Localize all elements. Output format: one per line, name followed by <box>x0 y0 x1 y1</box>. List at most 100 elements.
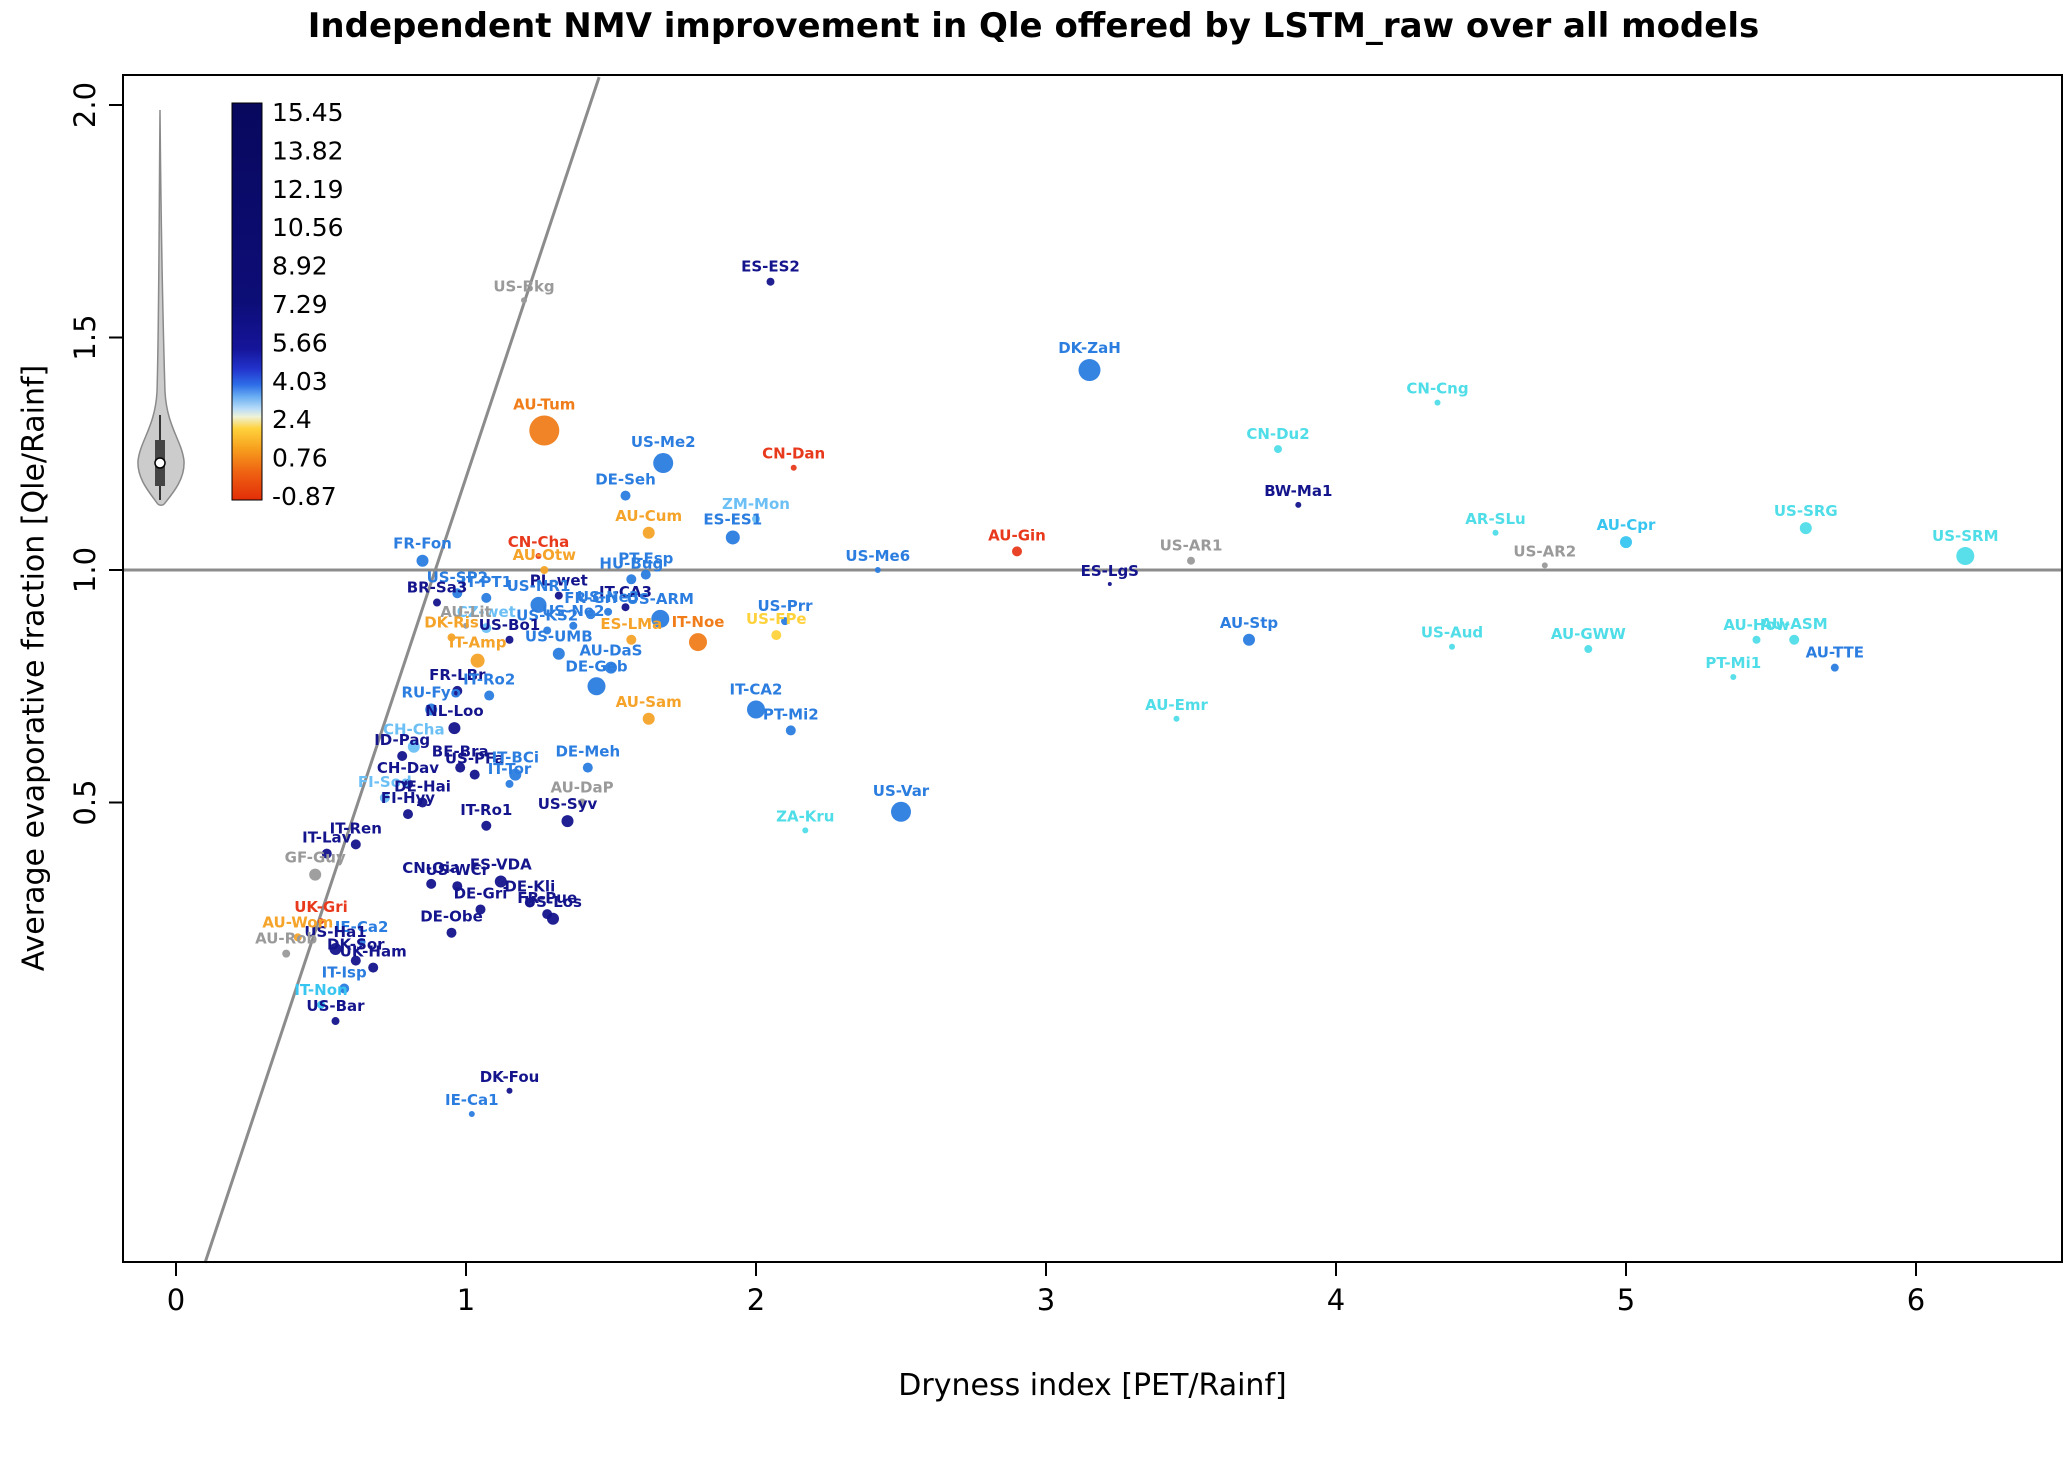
data-point <box>752 514 760 523</box>
point-label: IT-Lav <box>302 829 352 847</box>
point-label: ZA-Kru <box>776 807 834 825</box>
point-label: AU-Sam <box>616 693 682 711</box>
chart-title: Independent NMV improvement in Qle offer… <box>307 6 1760 46</box>
data-point <box>1492 529 1499 536</box>
point-label: US-SRG <box>1774 502 1838 520</box>
point-label: UK-Gri <box>294 898 348 916</box>
data-point <box>771 630 782 641</box>
data-point <box>891 801 911 822</box>
data-point <box>455 762 466 773</box>
data-point <box>1620 536 1632 549</box>
data-point <box>1434 399 1441 406</box>
data-point <box>689 633 707 652</box>
point-label: FI-Sod <box>358 773 412 791</box>
point-label: AU-Wom <box>262 913 333 931</box>
point-label: CH-Dav <box>377 759 439 777</box>
data-point <box>524 897 535 908</box>
data-point <box>621 603 630 612</box>
x-tick-label: 6 <box>1907 1283 1925 1317</box>
point-label: US-Bkg <box>493 277 554 295</box>
data-point <box>521 297 527 304</box>
x-axis-title: Dryness index [PET/Rainf] <box>898 1368 1287 1403</box>
data-point <box>1830 663 1839 672</box>
data-point <box>1584 645 1593 654</box>
data-point <box>506 1087 513 1094</box>
colorbar-tick-label: 0.76 <box>272 444 328 473</box>
data-point <box>1752 635 1761 644</box>
point-label: FR-Pue <box>517 889 577 907</box>
point-label: CN-Du2 <box>1246 425 1309 443</box>
colorbar-tick-label: 15.45 <box>272 98 344 127</box>
point-label: ES-ES2 <box>741 258 800 276</box>
point-label: AU-DaP <box>550 779 613 797</box>
point-label: AU-Tum <box>513 396 575 414</box>
data-point <box>397 751 408 761</box>
data-point <box>481 623 492 634</box>
data-point <box>1789 634 1800 645</box>
data-point <box>416 554 429 567</box>
point-label: AU-Cum <box>615 507 682 525</box>
point-label: FR-Fon <box>393 535 452 553</box>
point-label: US-Bo1 <box>479 616 540 634</box>
y-tick-label: 2.0 <box>68 82 102 128</box>
data-point <box>802 827 809 834</box>
data-point <box>317 1000 325 1009</box>
point-label: US-ARM <box>627 590 694 608</box>
point-label: UK-Ham <box>340 943 407 961</box>
data-point <box>642 526 655 539</box>
point-label: PL-wet <box>530 572 588 590</box>
data-point <box>469 769 480 780</box>
point-label: PT-Mi1 <box>1705 654 1761 672</box>
data-point <box>578 798 586 807</box>
point-label: DE-Obe <box>420 908 483 926</box>
data-point <box>642 712 655 725</box>
data-point <box>552 647 565 660</box>
point-label: US-Var <box>873 782 930 800</box>
data-point <box>1541 562 1548 569</box>
point-label: ES-VDA <box>470 856 532 874</box>
data-point <box>620 490 631 501</box>
point-label: CH-Cha <box>383 721 445 739</box>
colorbar-tick-label: 2.4 <box>272 405 312 434</box>
colorbar <box>231 102 263 501</box>
point-label: DK-Ris <box>424 613 479 631</box>
point-label: IT-Isp <box>322 964 367 982</box>
point-label: DE-Gri <box>454 884 508 902</box>
x-tick-label: 4 <box>1327 1283 1345 1317</box>
point-label: FR-Gri <box>564 589 617 607</box>
data-point <box>651 609 670 628</box>
data-point <box>540 566 549 574</box>
point-label: US-Los <box>524 893 582 911</box>
data-point <box>350 839 361 850</box>
data-point <box>505 779 514 788</box>
data-point <box>331 1017 340 1026</box>
point-label: FR-LBr <box>429 666 486 684</box>
data-point <box>1274 445 1282 454</box>
data-point <box>329 942 342 955</box>
data-point <box>293 933 302 942</box>
data-point <box>403 778 413 789</box>
data-point <box>509 768 522 781</box>
point-label: IT-Noe <box>672 613 725 631</box>
point-label: AU-Otw <box>513 546 576 564</box>
data-point <box>1295 501 1302 508</box>
data-point <box>309 868 322 881</box>
point-label: AU-GWW <box>1551 625 1626 643</box>
data-point <box>1730 673 1737 680</box>
colorbar-tick-label: -0.87 <box>272 482 337 511</box>
colorbar-tick-label: 7.29 <box>272 290 328 319</box>
data-point <box>535 553 542 560</box>
point-label: ES-ES1 <box>703 510 762 528</box>
x-tick-label: 1 <box>457 1283 475 1317</box>
data-point <box>433 598 441 607</box>
point-label: PT-Mi2 <box>763 705 819 723</box>
data-point <box>653 453 674 474</box>
point-label: CN-Cha <box>508 533 570 551</box>
point-label: DK-ZaH <box>1058 339 1121 357</box>
point-label: US-Ne2 <box>542 602 604 620</box>
point-label: ES-LMa <box>600 615 662 633</box>
colorbar-tick-label: 4.03 <box>272 367 328 396</box>
point-label: ZM-Mon <box>722 495 790 513</box>
point-label: US-SP2 <box>427 568 488 586</box>
data-point <box>475 904 486 915</box>
